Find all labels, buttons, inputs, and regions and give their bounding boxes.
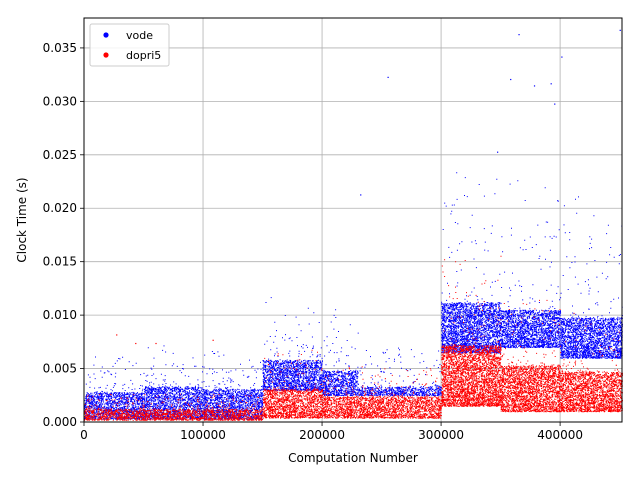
x-tick-label: 300000 [418,428,464,442]
series-dopri5-points [500,299,562,413]
series-dopri5-segment [262,349,323,419]
series-vode-outlier [550,83,552,85]
axis-ticks: 0 100000 200000 300000 400000 0.000 0.005 0.010… [43,41,583,442]
series-vode-points [560,196,623,359]
series-vode-points [84,356,145,420]
series-vode-segment [560,196,623,359]
y-tick-label: 0.035 [43,41,77,55]
series-vode-points [322,309,359,397]
series-vode-segment [143,345,204,420]
series-dopri5-outlier [155,342,157,345]
y-tick-label: 0.000 [43,415,77,429]
x-tick-label: 200000 [299,428,345,442]
legend-box [89,23,170,67]
x-tick-label: 100000 [180,428,226,442]
series-dopri5-outlier [116,334,118,336]
series-vode-outlier [619,29,621,31]
grid [83,18,622,423]
data-points [84,29,623,421]
series-dopri5-segment [322,366,442,419]
series-vode-outlier [497,151,499,153]
series-dopri5-points [84,393,264,421]
y-axis-label: Clock Time (s) [15,177,29,262]
series-vode-outlier [554,103,556,105]
series-vode-points [262,297,323,391]
series-dopri5-outlier [212,339,214,341]
series-vode-segment [84,356,145,420]
y-tick-label: 0.030 [43,94,77,108]
series-vode-segment [262,297,323,391]
x-tick-label: 400000 [537,428,583,442]
plot-frame [83,17,623,423]
y-tick-label: 0.005 [43,362,77,376]
legend-marker-dopri5 [103,52,109,58]
series-dopri5-outlier [135,342,137,345]
series-dopri5-points [560,312,623,413]
legend-marker-vode [103,32,109,38]
series-dopri5 [84,255,623,421]
x-axis-label: Computation Number [288,451,418,465]
series-vode-outlier [387,76,389,78]
series-dopri5-points [441,255,502,407]
series-dopri5-segment [84,393,264,421]
legend-label-dopri5: dopri5 [126,49,161,62]
y-tick-label: 0.025 [43,148,77,162]
series-vode-outlier [533,85,536,87]
series-vode-outlier [510,78,512,81]
y-tick-label: 0.020 [43,201,77,215]
series-vode-points [143,345,204,420]
legend: vode dopri5 [89,23,170,67]
series-dopri5-segment [500,299,562,413]
series-vode-segment [500,180,562,349]
series-dopri5-segment [441,255,502,407]
series-vode-outlier [518,34,520,36]
series-vode-outlier [360,194,362,196]
x-tick-label: 0 [80,428,88,442]
legend-label-vode: vode [126,29,153,42]
series-vode-points [441,172,502,354]
series-vode-points [500,180,562,349]
y-tick-label: 0.015 [43,255,77,269]
y-tick-label: 0.010 [43,308,77,322]
series-dopri5-points [262,349,323,419]
series-dopri5-points [322,366,442,419]
series-vode-outlier [561,56,563,58]
series-vode-segment [441,172,502,354]
series-vode-segment [322,309,359,397]
series-dopri5-segment [560,312,623,413]
